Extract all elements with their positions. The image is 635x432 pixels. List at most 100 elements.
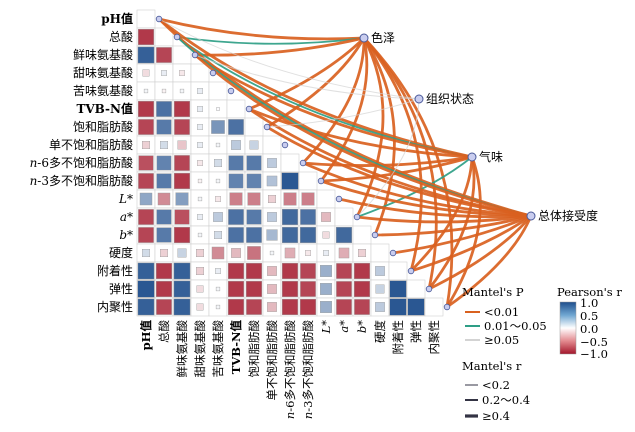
col-label: 内聚性: [427, 320, 441, 355]
col-label: a*: [337, 320, 351, 333]
mantel-r-legend-item-3: ≥0.4: [482, 409, 510, 423]
heatmap-cell-frame: [334, 207, 354, 227]
row-label: L*: [118, 192, 133, 206]
heatmap-cell: [389, 298, 407, 316]
mantel-p-legend-item-1: <0.01: [484, 305, 519, 319]
variable-anchor-point: [191, 51, 199, 59]
heatmap-cell: [299, 226, 317, 244]
heatmap-cell-frame: [406, 279, 426, 299]
mantel-link: [157, 17, 366, 41]
mantel-link: [301, 155, 474, 167]
mantel-link: [409, 155, 474, 273]
heatmap-cell: [267, 158, 277, 168]
heatmap-cell: [375, 284, 385, 294]
heatmap-cell: [156, 119, 172, 135]
heatmap-cell: [215, 142, 221, 148]
heatmap-cell: [228, 173, 244, 189]
heatmap-cell: [179, 88, 185, 94]
variable-anchor-point: [227, 87, 235, 95]
heatmap-cell: [246, 299, 262, 315]
heatmap-cell: [336, 299, 352, 315]
heatmap-cell: [249, 140, 259, 150]
heatmap-cell: [213, 212, 223, 222]
heatmap-cell: [173, 262, 191, 280]
heatmap-cell: [141, 140, 151, 150]
heatmap-cell: [197, 124, 203, 130]
heatmap-cell: [227, 262, 245, 280]
heatmap-cell: [159, 248, 169, 258]
heatmap-cell: [267, 212, 277, 222]
heatmap-cell: [228, 227, 244, 243]
heatmap-cell: [216, 107, 220, 111]
target-node: [526, 211, 536, 221]
col-label: 苦味氨基酸: [211, 320, 225, 378]
heatmap-cell: [353, 280, 371, 298]
heatmap-cell: [197, 178, 203, 184]
heatmap-cell: [177, 140, 187, 150]
heatmap-cell: [211, 246, 225, 260]
col-label: 饱和脂肪酸: [247, 320, 261, 378]
heatmap-cell: [138, 209, 154, 225]
col-label: n-3多不饱和脂肪酸: [301, 320, 315, 420]
heatmap-cell: [357, 248, 367, 258]
variable-anchor-point: [173, 33, 181, 41]
heatmap-cell: [138, 227, 154, 243]
mantel-p-legend: Mantel's P <0.01 0.01～0.05 ≥0.05: [462, 285, 547, 347]
heatmap-cell: [155, 262, 173, 280]
heatmap-cell: [300, 281, 316, 297]
variable-anchor-point: [299, 159, 307, 167]
mantel-link: [391, 214, 533, 255]
heatmap-cell: [197, 196, 203, 202]
pearson-tick-1: 1.0: [580, 296, 598, 310]
heatmap-cell: [323, 250, 329, 256]
heatmap-cell: [137, 298, 155, 316]
heatmap-cell: [267, 302, 277, 312]
heatmap-cell: [215, 268, 221, 274]
heatmap-cell: [137, 100, 155, 118]
row-label: 弹性: [109, 282, 133, 296]
row-label: 附着性: [97, 263, 133, 278]
row-label: 苦味氨基酸: [73, 83, 133, 98]
pearson-tick-4: −0.5: [580, 335, 608, 349]
heatmap-cell: [155, 280, 173, 298]
heatmap-cell: [142, 69, 150, 77]
mantel-p-legend-item-2: 0.01～0.05: [484, 319, 547, 333]
mantel-r-legend-item-1: <0.2: [482, 378, 510, 392]
row-label: 总酸: [109, 29, 133, 44]
heatmap-cell: [266, 229, 278, 241]
col-label: 硬度: [373, 320, 387, 343]
heatmap-cell: [215, 178, 221, 184]
heatmap-cell: [247, 192, 261, 206]
correlation-heatmap: pH值总酸鲜味氨基酸甜味氨基酸苦味氨基酸TVB-N值饱和脂肪酸单不饱和脂肪酸n-…: [30, 9, 444, 420]
heatmap-cell: [215, 304, 221, 310]
heatmap-cell: [213, 158, 223, 168]
pearson-legend-title: Pearson's r: [557, 285, 622, 299]
target-node: [414, 94, 424, 104]
heatmap-cell: [284, 247, 296, 259]
heatmap-cell: [281, 298, 299, 316]
heatmap-cell: [228, 155, 244, 171]
heatmap-cell: [138, 173, 154, 189]
heatmap-cell: [231, 248, 241, 258]
heatmap-cell: [173, 280, 191, 298]
heatmap-cell: [197, 214, 203, 220]
heatmap-cell-frame: [298, 171, 318, 191]
mantel-link: [266, 98, 420, 128]
heatmap-cell-frame: [226, 99, 246, 119]
heatmap-cell-frame: [388, 261, 408, 281]
heatmap-cell: [300, 263, 316, 279]
heatmap-cell: [229, 192, 243, 206]
heatmap-cell: [156, 47, 172, 63]
col-label: L*: [319, 320, 333, 335]
col-label: pH值: [139, 320, 153, 351]
heatmap-cell: [267, 266, 277, 276]
heatmap-cell: [137, 280, 155, 298]
variable-anchor-point: [371, 231, 379, 239]
heatmap-cell: [320, 265, 332, 277]
row-label: b*: [119, 228, 133, 242]
heatmap-cell: [156, 155, 172, 171]
heatmap-cell: [245, 280, 263, 298]
mantel-p-legend-item-3: ≥0.05: [484, 333, 519, 347]
